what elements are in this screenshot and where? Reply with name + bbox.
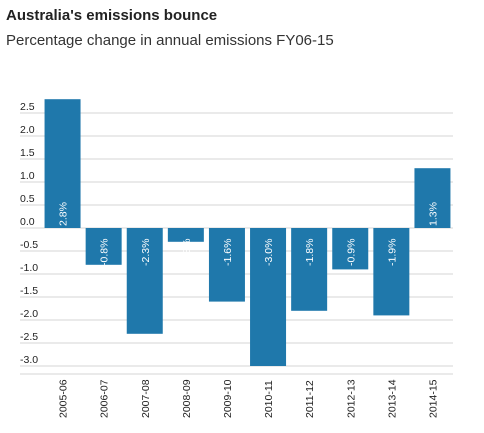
x-tick-label: 2005-06 (58, 379, 70, 418)
bar-2009-10 (208, 228, 245, 302)
data-label: -1.6% (222, 239, 234, 266)
bar-2007-08 (126, 228, 163, 334)
chart-subtitle: Percentage change in annual emissions FY… (6, 32, 334, 49)
y-tick-label: 2.5 (20, 101, 35, 113)
x-tick-label: 2009-10 (222, 379, 234, 418)
bar-2008-09 (167, 228, 204, 242)
x-tick-label: 2011-12 (304, 380, 316, 418)
data-label: -2.3% (140, 239, 152, 266)
y-tick-label: -0.5 (20, 239, 38, 251)
data-label: 2.8% (58, 202, 70, 226)
data-label: 1.3% (427, 202, 439, 226)
y-tick-label: -3.0 (20, 354, 38, 366)
data-label: -1.9% (386, 239, 398, 266)
y-tick-label: -1.5 (20, 285, 38, 297)
data-label: -0.9% (345, 239, 357, 266)
x-tick-label: 2008-09 (181, 379, 193, 418)
bar-2014-15 (414, 168, 451, 228)
y-tick-label: -2.0 (20, 308, 38, 320)
bar-2010-11 (250, 228, 287, 366)
data-label: -1.8% (304, 239, 316, 266)
y-tick-label: 1.5 (20, 147, 35, 159)
y-tick-label: -2.5 (20, 331, 38, 343)
chart-title: Australia's emissions bounce (6, 7, 218, 24)
bar-2013-14 (373, 228, 410, 316)
y-tick-label: 2.0 (20, 124, 35, 136)
x-tick-label: 2007-08 (140, 379, 152, 418)
y-tick-label: 0.5 (20, 193, 35, 205)
data-labels: 2.8% -0.8% -2.3% -0.3% -1.6% -3.0% -1.8% -0.9% -… (58, 202, 440, 266)
y-tick-label: 0.0 (20, 216, 35, 228)
x-tick-label: 2012-13 (345, 379, 357, 418)
x-axis: 2005-06 2006-07 2007-08 2008-09 2009-10 2010-… (58, 379, 440, 418)
y-axis: 2.5 2.0 1.5 1.0 0.5 0.0 -0.5 -1.0 -1.5 -2.0 -2.5 -3… (20, 101, 38, 366)
y-tick-label: -1.0 (20, 262, 38, 274)
bars (44, 99, 451, 366)
bar-2006-07 (85, 228, 122, 265)
x-tick-label: 2013-14 (386, 379, 398, 418)
x-tick-label: 2010-11 (263, 380, 275, 418)
data-label: -0.3% (181, 239, 193, 266)
y-tick-label: 1.0 (20, 170, 35, 182)
bar-2012-13 (332, 228, 369, 270)
bar-2005-06 (44, 99, 81, 228)
bar-2011-12 (291, 228, 328, 311)
data-label: -0.8% (99, 239, 111, 266)
x-tick-label: 2014-15 (427, 379, 439, 418)
x-tick-label: 2006-07 (99, 379, 111, 418)
data-label: -3.0% (263, 239, 275, 266)
